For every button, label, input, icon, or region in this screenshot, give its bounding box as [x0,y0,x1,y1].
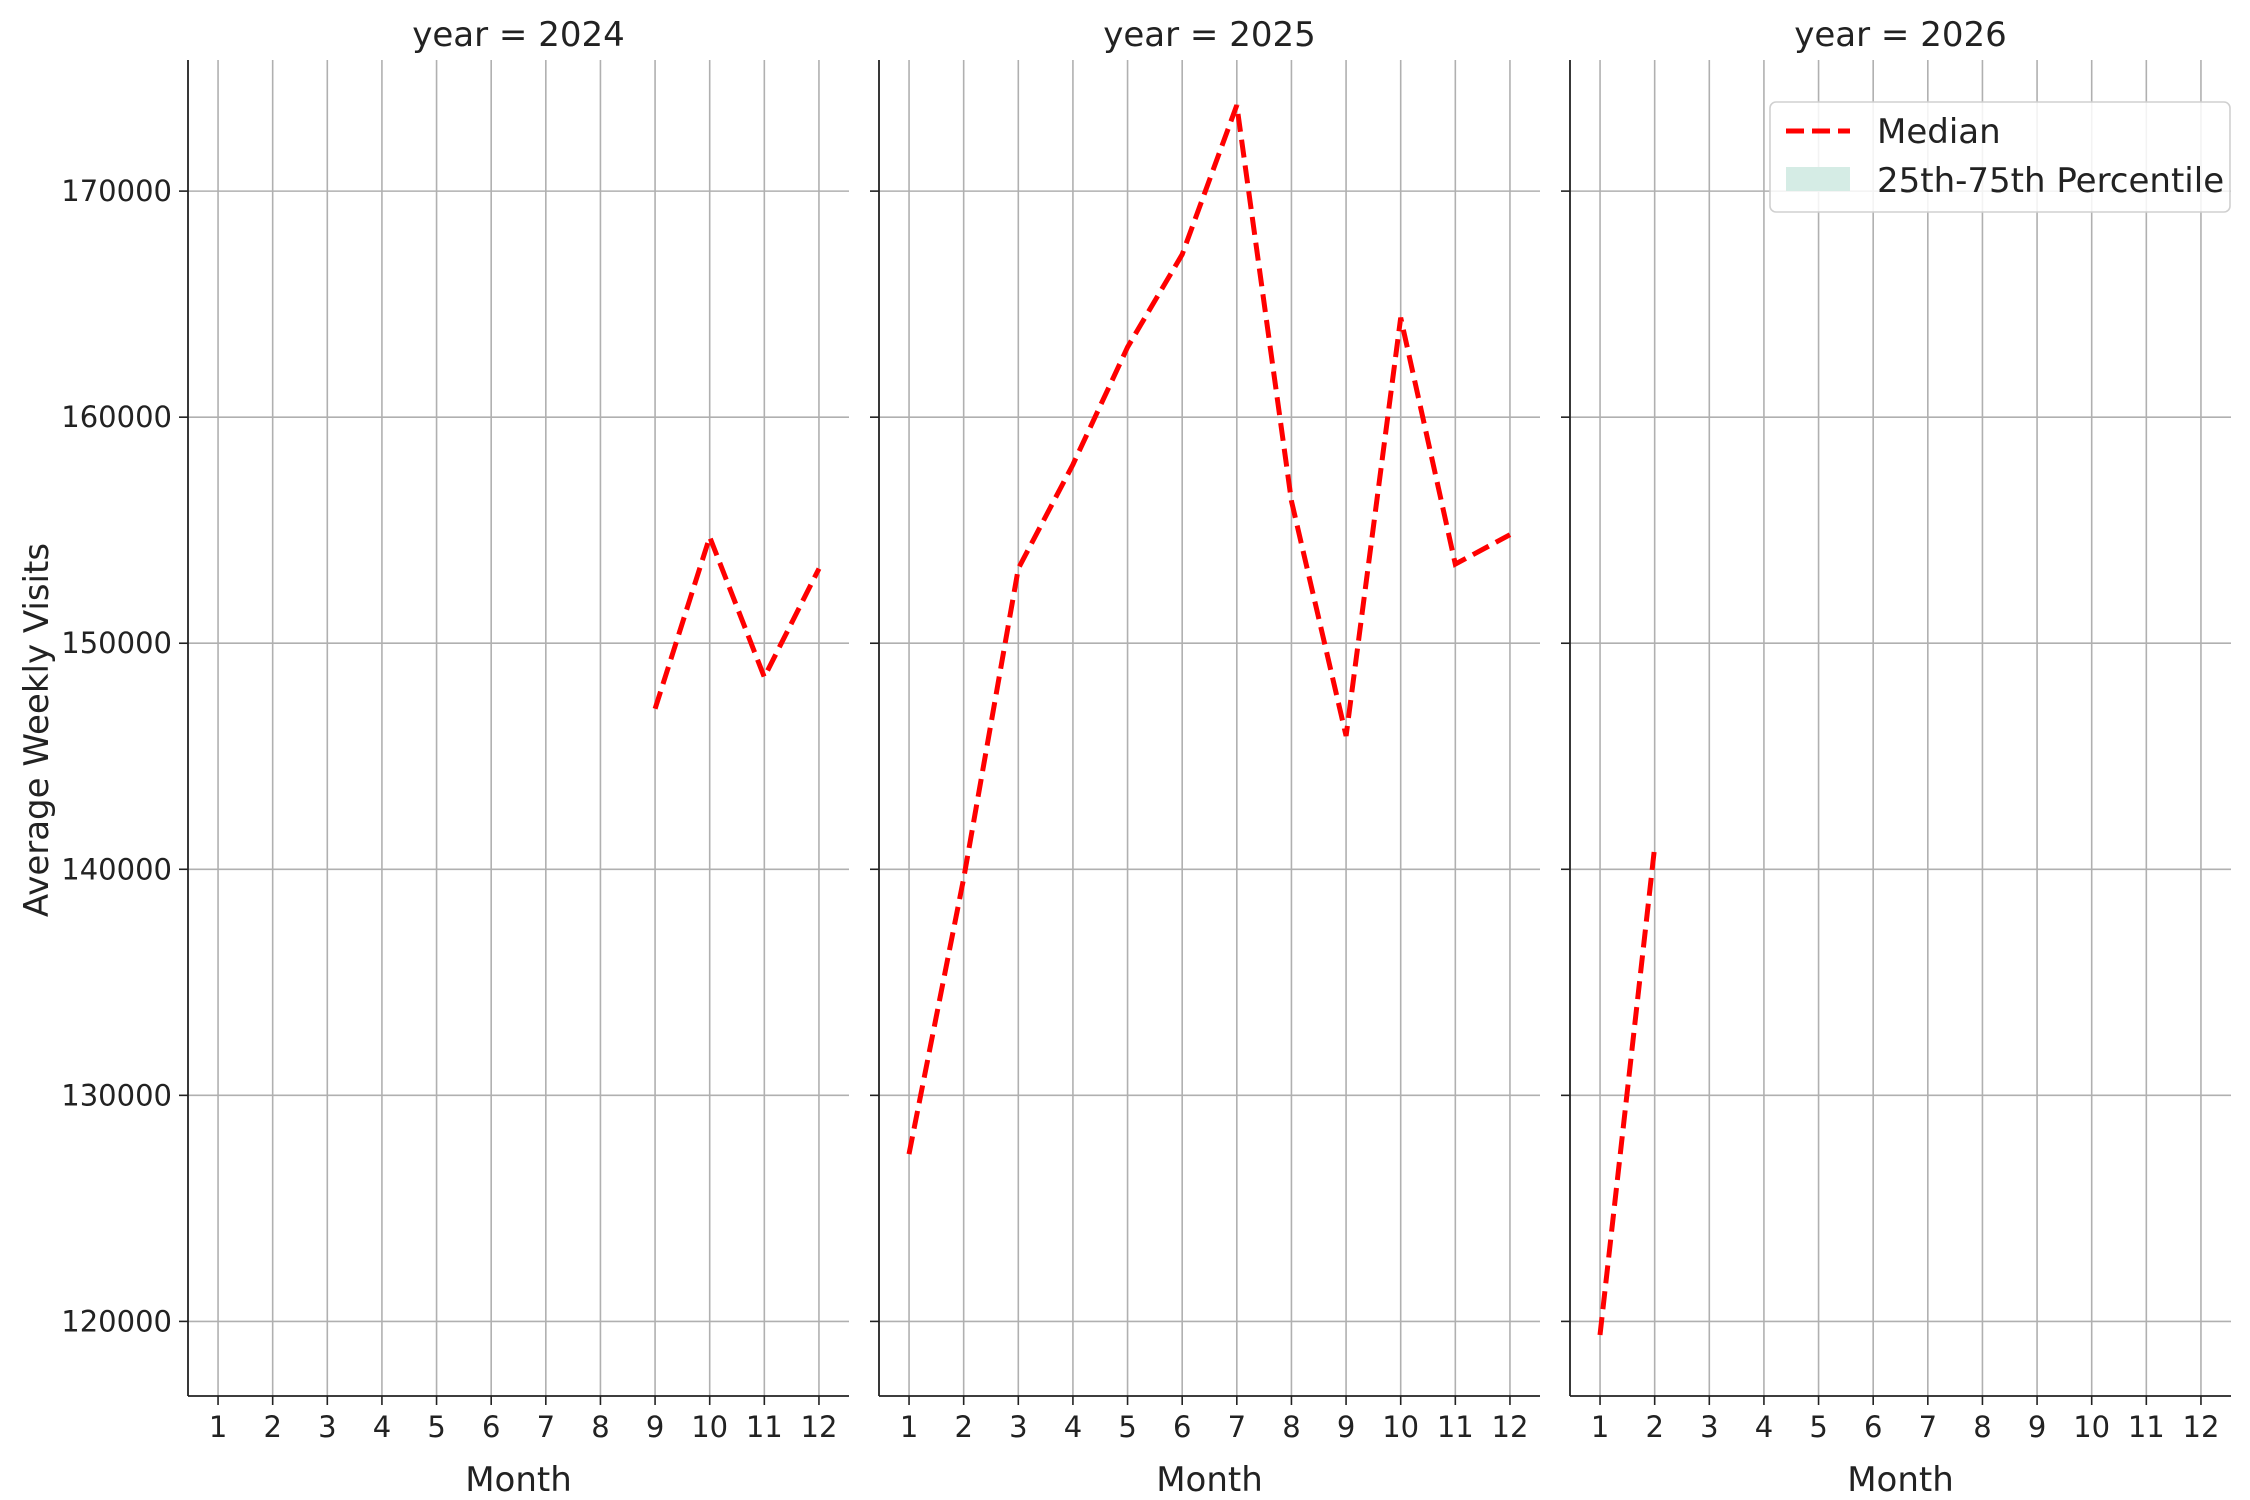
x-tick-label: 8 [591,1410,609,1444]
legend-percentile-swatch [1786,167,1850,191]
chart-panels: 1 2 3 4 5 6 7 8 9 10 11 121200001300001400001500001… [61,15,2231,1500]
x-axis-label: Month [465,1460,572,1500]
x-tick-label: 4 [1064,1410,1082,1444]
x-tick-label: 8 [1282,1410,1300,1444]
x-tick-label: 5 [427,1410,445,1444]
x-tick-label: 10 [2073,1410,2110,1444]
x-tick-label: 7 [1228,1410,1246,1444]
x-tick-label: 6 [1173,1410,1191,1444]
x-tick-label: 3 [318,1410,336,1444]
x-tick-label: 11 [2128,1410,2165,1444]
y-axis-label: Average Weekly Visits [17,543,57,917]
x-tick-label: 7 [1919,1410,1937,1444]
x-tick-label: 9 [646,1410,664,1444]
x-tick-label: 2 [954,1410,972,1444]
median-line-series [906,104,1512,1155]
x-tick-label: 8 [1973,1410,1991,1444]
x-tick-label: 5 [1118,1410,1136,1444]
x-tick-label: 1 [1591,1410,1609,1444]
x-tick-label: 1 [900,1410,918,1444]
x-tick-label: 6 [1864,1410,1882,1444]
x-tick-label: 6 [482,1410,500,1444]
legend-percentile-label: 25th-75th Percentile [1877,161,2224,201]
y-tick-label: 160000 [61,400,172,434]
panel-1: 1 2 3 4 5 6 7 8 9 10 11 121200001300001400001500001… [61,15,849,1500]
legend: Median 25th-75th Percentile [1769,101,2231,213]
median-line-series [652,529,822,710]
x-tick-label: 2 [1645,1410,1663,1444]
x-tick-label: 10 [1382,1410,1419,1444]
x-tick-label: 11 [1437,1410,1474,1444]
x-tick-label: 12 [801,1410,838,1444]
panel-title: year = 2025 [1103,15,1315,55]
x-tick-label: 4 [373,1410,391,1444]
x-tick-label: 5 [1809,1410,1827,1444]
y-tick-label: 150000 [61,626,172,660]
legend-box [1769,101,2231,213]
x-tick-label: 9 [2028,1410,2046,1444]
x-tick-label: 12 [1492,1410,1529,1444]
x-tick-label: 2 [263,1410,281,1444]
x-tick-label: 10 [691,1410,728,1444]
x-tick-label: 1 [209,1410,227,1444]
x-tick-label: 4 [1755,1410,1773,1444]
legend-median-label: Median [1877,112,2001,152]
panel-title: year = 2024 [412,15,624,55]
y-tick-label: 120000 [61,1304,172,1338]
y-tick-label: 140000 [61,852,172,886]
x-axis-label: Month [1847,1460,1954,1500]
median-line-series [1597,846,1658,1336]
x-tick-label: 3 [1009,1410,1027,1444]
y-tick-label: 130000 [61,1078,172,1112]
x-axis-label: Month [1156,1460,1263,1500]
x-tick-label: 7 [537,1410,555,1444]
x-tick-label: 12 [2183,1410,2220,1444]
y-tick-label: 170000 [61,174,172,208]
x-tick-label: 9 [1337,1410,1355,1444]
x-tick-label: 3 [1700,1410,1718,1444]
x-tick-label: 11 [746,1410,783,1444]
panel-title: year = 2026 [1794,15,2006,55]
